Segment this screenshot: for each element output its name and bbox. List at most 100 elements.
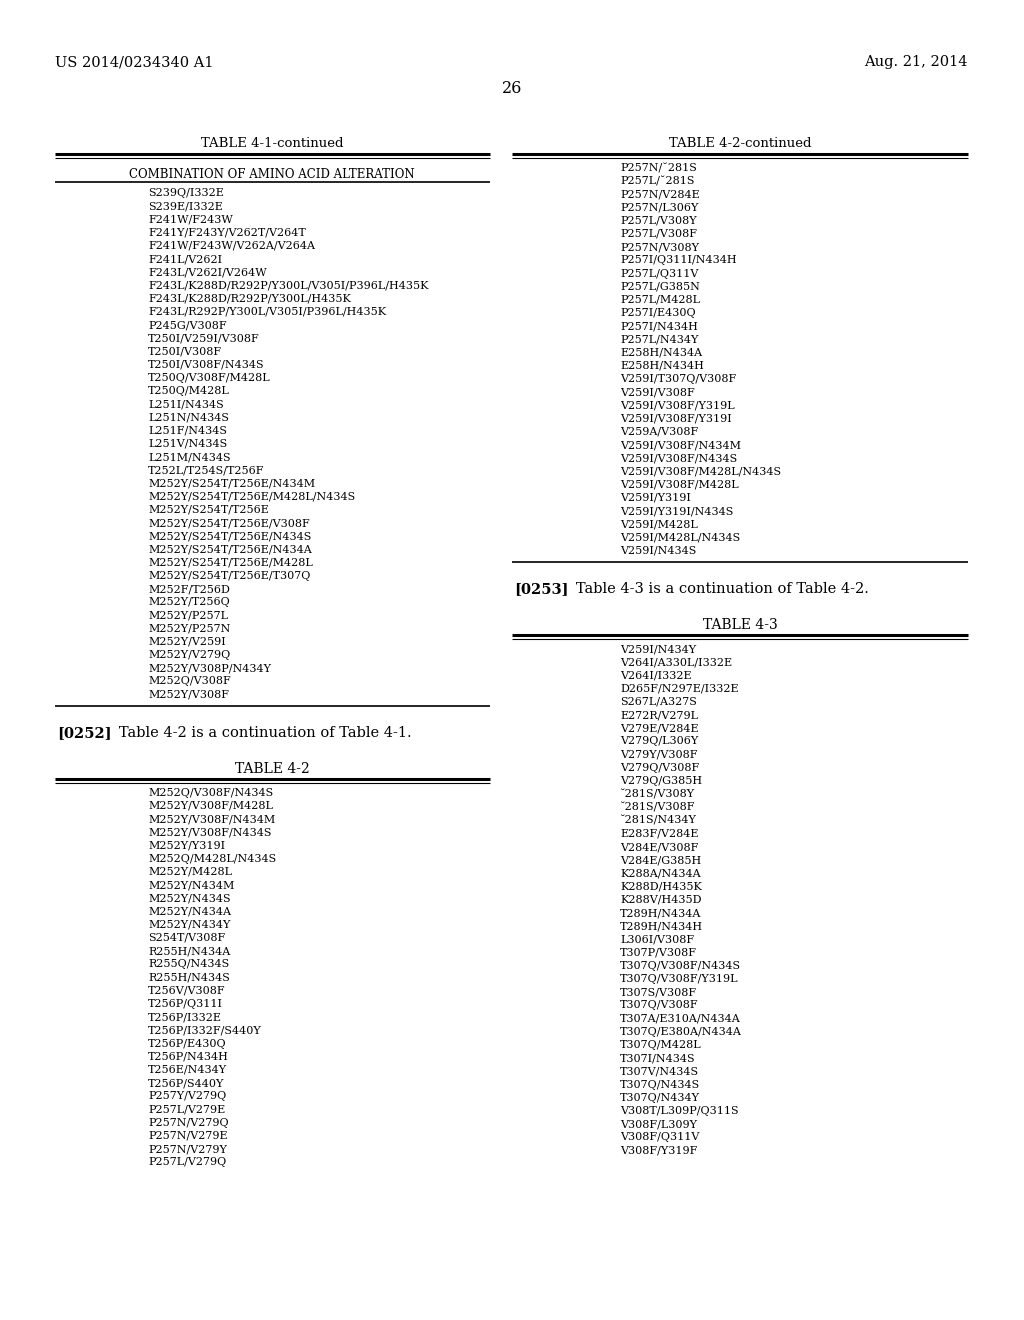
Text: M252Y/V308F: M252Y/V308F	[148, 689, 229, 700]
Text: F241W/F243W: F241W/F243W	[148, 214, 232, 224]
Text: F243L/R292P/Y300L/V305I/P396L/H435K: F243L/R292P/Y300L/V305I/P396L/H435K	[148, 306, 386, 317]
Text: P257L/V279E: P257L/V279E	[148, 1105, 225, 1114]
Text: T256P/E430Q: T256P/E430Q	[148, 1039, 226, 1048]
Text: P257N/V279Q: P257N/V279Q	[148, 1118, 228, 1127]
Text: M252Y/V259I: M252Y/V259I	[148, 636, 225, 647]
Text: M252Y/S254T/T256E: M252Y/S254T/T256E	[148, 504, 269, 515]
Text: M252Y/M428L: M252Y/M428L	[148, 867, 232, 876]
Text: F243L/V262I/V264W: F243L/V262I/V264W	[148, 267, 266, 277]
Text: V264I/A330L/I332E: V264I/A330L/I332E	[620, 657, 732, 667]
Text: M252Y/N434A: M252Y/N434A	[148, 907, 231, 916]
Text: [0253]: [0253]	[514, 582, 568, 597]
Text: P257L/G385N: P257L/G385N	[620, 281, 699, 292]
Text: V279E/V284E: V279E/V284E	[620, 723, 698, 733]
Text: T307A/E310A/N434A: T307A/E310A/N434A	[620, 1014, 740, 1023]
Text: 26: 26	[502, 81, 522, 96]
Text: E258H/N434A: E258H/N434A	[620, 347, 702, 358]
Text: R255Q/N434S: R255Q/N434S	[148, 960, 229, 969]
Text: T307V/N434S: T307V/N434S	[620, 1067, 699, 1076]
Text: M252Y/N434S: M252Y/N434S	[148, 894, 230, 903]
Text: V308F/Q311V: V308F/Q311V	[620, 1133, 699, 1142]
Text: L251M/N434S: L251M/N434S	[148, 451, 230, 462]
Text: P257I/E430Q: P257I/E430Q	[620, 308, 695, 318]
Text: T250I/V308F: T250I/V308F	[148, 346, 222, 356]
Text: P257L/M428L: P257L/M428L	[620, 294, 700, 305]
Text: M252Y/S254T/T256E/N434M: M252Y/S254T/T256E/N434M	[148, 478, 315, 488]
Text: P257N/V279E: P257N/V279E	[148, 1131, 227, 1140]
Text: T250I/V259I/V308F: T250I/V259I/V308F	[148, 333, 260, 343]
Text: T256E/N434Y: T256E/N434Y	[148, 1065, 227, 1074]
Text: P257N/L306Y: P257N/L306Y	[620, 202, 698, 213]
Text: T307I/N434S: T307I/N434S	[620, 1053, 695, 1063]
Text: V259I/Y319I: V259I/Y319I	[620, 492, 691, 503]
Text: R255H/N434S: R255H/N434S	[148, 973, 229, 982]
Text: V279Q/L306Y: V279Q/L306Y	[620, 737, 698, 746]
Text: L251N/N434S: L251N/N434S	[148, 412, 229, 422]
Text: P257L/V308F: P257L/V308F	[620, 228, 697, 239]
Text: T307Q/V308F: T307Q/V308F	[620, 1001, 698, 1010]
Text: L251F/N434S: L251F/N434S	[148, 425, 227, 436]
Text: TABLE 4-2-continued: TABLE 4-2-continued	[669, 137, 811, 150]
Text: V259I/V308F/Y319L: V259I/V308F/Y319L	[620, 400, 734, 411]
Text: M252Y/S254T/T256E/M428L: M252Y/S254T/T256E/M428L	[148, 557, 312, 568]
Text: T256P/I332F/S440Y: T256P/I332F/S440Y	[148, 1026, 262, 1035]
Text: P257L/V308Y: P257L/V308Y	[620, 215, 696, 226]
Text: S239E/I332E: S239E/I332E	[148, 201, 223, 211]
Text: V259I/V308F: V259I/V308F	[620, 387, 694, 397]
Text: V308F/L309Y: V308F/L309Y	[620, 1119, 697, 1129]
Text: K288V/H435D: K288V/H435D	[620, 895, 701, 904]
Text: V259A/V308F: V259A/V308F	[620, 426, 698, 437]
Text: US 2014/0234340 A1: US 2014/0234340 A1	[55, 55, 213, 69]
Text: M252Y/P257N: M252Y/P257N	[148, 623, 230, 634]
Text: M252Y/S254T/T256E/M428L/N434S: M252Y/S254T/T256E/M428L/N434S	[148, 491, 355, 502]
Text: F241W/F243W/V262A/V264A: F241W/F243W/V262A/V264A	[148, 240, 315, 251]
Text: TABLE 4-3: TABLE 4-3	[702, 618, 777, 632]
Text: P257I/Q311I/N434H: P257I/Q311I/N434H	[620, 255, 736, 265]
Text: TABLE 4-2: TABLE 4-2	[234, 762, 309, 776]
Text: T307S/V308F: T307S/V308F	[620, 987, 697, 997]
Text: M252Y/P257L: M252Y/P257L	[148, 610, 228, 620]
Text: M252Y/V308F/N434S: M252Y/V308F/N434S	[148, 828, 271, 837]
Text: F241L/V262I: F241L/V262I	[148, 253, 222, 264]
Text: ˘281S/V308Y: ˘281S/V308Y	[620, 789, 695, 800]
Text: M252Y/V308F/M428L: M252Y/V308F/M428L	[148, 801, 272, 810]
Text: M252Y/V279Q: M252Y/V279Q	[148, 649, 230, 660]
Text: M252Y/N434M: M252Y/N434M	[148, 880, 234, 890]
Text: T250Q/V308F/M428L: T250Q/V308F/M428L	[148, 372, 270, 383]
Text: M252Y/T256Q: M252Y/T256Q	[148, 597, 229, 607]
Text: V259I/Y319I/N434S: V259I/Y319I/N434S	[620, 506, 733, 516]
Text: M252Y/Y319I: M252Y/Y319I	[148, 841, 225, 850]
Text: Table 4-3 is a continuation of Table 4-2.: Table 4-3 is a continuation of Table 4-2…	[562, 582, 869, 597]
Text: V264I/I332E: V264I/I332E	[620, 671, 691, 680]
Text: T289H/N434A: T289H/N434A	[620, 908, 701, 917]
Text: F243L/K288D/R292P/Y300L/H435K: F243L/K288D/R292P/Y300L/H435K	[148, 293, 351, 304]
Text: K288A/N434A: K288A/N434A	[620, 869, 700, 878]
Text: S254T/V308F: S254T/V308F	[148, 933, 225, 942]
Text: M252Y/N434Y: M252Y/N434Y	[148, 920, 230, 929]
Text: T256V/V308F: T256V/V308F	[148, 986, 225, 995]
Text: S239Q/I332E: S239Q/I332E	[148, 187, 224, 198]
Text: L251I/N434S: L251I/N434S	[148, 399, 224, 409]
Text: P257Y/V279Q: P257Y/V279Q	[148, 1092, 226, 1101]
Text: T307Q/M428L: T307Q/M428L	[620, 1040, 701, 1049]
Text: T256P/N434H: T256P/N434H	[148, 1052, 229, 1061]
Text: M252Q/M428L/N434S: M252Q/M428L/N434S	[148, 854, 276, 863]
Text: E258H/N434H: E258H/N434H	[620, 360, 703, 371]
Text: V259I/V308F/Y319I: V259I/V308F/Y319I	[620, 413, 732, 424]
Text: P257N/V279Y: P257N/V279Y	[148, 1144, 227, 1154]
Text: P257I/N434H: P257I/N434H	[620, 321, 698, 331]
Text: P257L/N434Y: P257L/N434Y	[620, 334, 698, 345]
Text: V279Q/G385H: V279Q/G385H	[620, 776, 702, 785]
Text: M252Y/S254T/T256E/V308F: M252Y/S254T/T256E/V308F	[148, 517, 309, 528]
Text: M252Y/S254T/T256E/N434S: M252Y/S254T/T256E/N434S	[148, 531, 311, 541]
Text: T252L/T254S/T256F: T252L/T254S/T256F	[148, 465, 264, 475]
Text: T250Q/M428L: T250Q/M428L	[148, 385, 229, 396]
Text: L306I/V308F: L306I/V308F	[620, 935, 694, 944]
Text: P257N/˘281S: P257N/˘281S	[620, 162, 697, 173]
Text: P257L/˘281S: P257L/˘281S	[620, 176, 694, 186]
Text: T250I/V308F/N434S: T250I/V308F/N434S	[148, 359, 264, 370]
Text: T307Q/V308F/Y319L: T307Q/V308F/Y319L	[620, 974, 738, 983]
Text: V308T/L309P/Q311S: V308T/L309P/Q311S	[620, 1106, 738, 1115]
Text: M252Q/V308F: M252Q/V308F	[148, 676, 230, 686]
Text: Aug. 21, 2014: Aug. 21, 2014	[864, 55, 968, 69]
